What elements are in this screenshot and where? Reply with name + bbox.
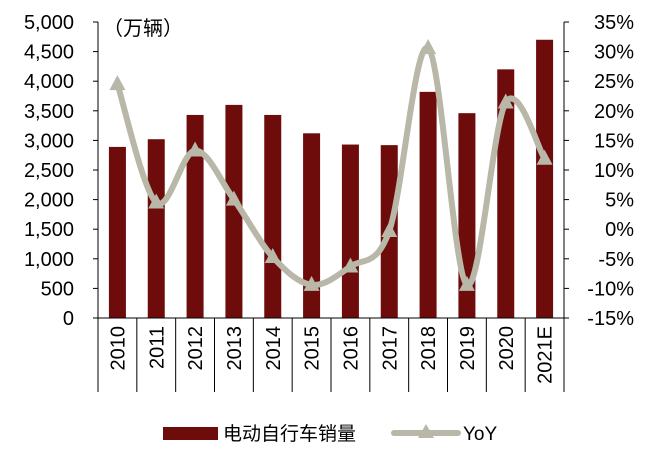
left-tick-label: 2,500 (24, 160, 74, 182)
left-tick-label: 4,000 (24, 71, 74, 93)
yoy-marker-2012 (187, 141, 204, 157)
legend-triangle-marker (418, 424, 434, 438)
x-tick-label-2012: 2012 (185, 326, 207, 371)
yoy-marker-2016 (342, 257, 359, 273)
legend-bar-label: 电动自行车销量 (223, 423, 356, 445)
legend-line-label: YoY (463, 424, 497, 445)
yoy-marker-2011 (148, 193, 165, 209)
left-tick-label: 5,000 (24, 12, 74, 34)
x-tick-label-2018: 2018 (418, 326, 440, 371)
x-tick-label-2019: 2019 (457, 326, 479, 371)
right-tick-label: 20% (594, 101, 634, 123)
right-tick-label: 30% (594, 42, 634, 64)
yoy-marker-2018 (420, 39, 437, 55)
bar-2018 (419, 91, 437, 318)
right-tick-label: 0% (605, 219, 634, 241)
x-tick-label-2010: 2010 (107, 326, 129, 371)
yoy-marker-2015 (303, 275, 320, 291)
left-tick-label: 500 (41, 278, 74, 300)
x-tick-label-2017: 2017 (379, 326, 401, 371)
right-tick-label: 10% (594, 160, 634, 182)
right-tick-label: -10% (587, 278, 634, 300)
yoy-marker-2010 (109, 75, 126, 91)
legend: 电动自行车销量 YoY (163, 423, 497, 445)
yoy-marker-2020 (497, 93, 514, 109)
right-tick-label: 15% (594, 130, 634, 152)
bar-2021E (536, 39, 554, 318)
right-tick-label: 5% (605, 190, 634, 212)
yoy-marker-2021E (536, 149, 553, 165)
bar-2016 (341, 144, 359, 318)
bar-2010 (108, 146, 126, 318)
bar-2012 (186, 114, 204, 318)
line-layer (109, 39, 553, 291)
x-tick-label-2021E: 2021E (535, 326, 557, 384)
x-tick-label-2014: 2014 (263, 326, 285, 371)
left-tick-label: 1,500 (24, 219, 74, 241)
bar-2011 (147, 139, 165, 318)
bar-2013 (225, 104, 243, 318)
left-tick-label: 2,000 (24, 190, 74, 212)
x-tick-label-2013: 2013 (224, 326, 246, 371)
yoy-marker-2017 (381, 221, 398, 237)
bar-2014 (264, 114, 282, 318)
left-tick-label: 3,000 (24, 130, 74, 152)
yoy-marker-2019 (458, 275, 475, 291)
left-tick-label: 3,500 (24, 101, 74, 123)
right-tick-label: -15% (587, 308, 634, 330)
left-tick-label: 1,000 (24, 249, 74, 271)
legend-bar-swatch (163, 427, 218, 440)
x-tick-label-2015: 2015 (302, 326, 324, 371)
bars-layer (108, 39, 554, 318)
axes-layer: 0 500 1,000 1,500 2,000 2,500 3,000 3,500 4,000 4… (24, 12, 634, 392)
bar-2015 (303, 133, 321, 318)
yoy-marker-2013 (225, 190, 242, 206)
left-tick-label: 4,500 (24, 42, 74, 64)
bar-2020 (497, 69, 515, 318)
right-tick-label: -5% (598, 249, 634, 271)
x-tick-label-2011: 2011 (146, 326, 168, 369)
right-tick-label: 25% (594, 71, 634, 93)
x-tick-label-2016: 2016 (340, 326, 362, 371)
yoy-line (114, 45, 548, 288)
x-tick-label-2020: 2020 (496, 326, 518, 371)
yoy-marker-2014 (264, 248, 281, 264)
unit-label: （万辆） (103, 17, 183, 40)
right-tick-label: 35% (594, 12, 634, 34)
left-tick-label: 0 (63, 308, 74, 330)
